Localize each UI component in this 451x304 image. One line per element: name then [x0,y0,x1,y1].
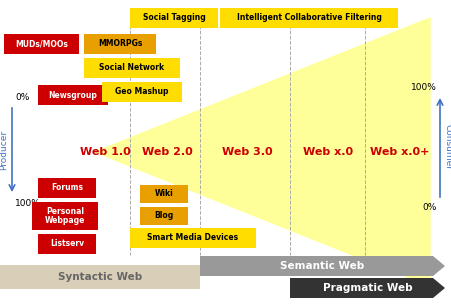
Text: Semantic Web: Semantic Web [280,261,364,271]
Bar [140,185,188,203]
Text: Web x.0+: Web x.0+ [369,147,429,157]
Polygon shape [199,256,444,276]
Polygon shape [290,278,444,298]
Bar [84,34,156,54]
Text: MMORPGs: MMORPGs [97,40,142,49]
Text: Wiki: Wiki [154,189,173,199]
Bar [130,228,255,248]
Text: Web x.0: Web x.0 [302,147,352,157]
Text: Web 3.0: Web 3.0 [221,147,272,157]
Bar [0,265,199,289]
Text: Geo Mashup: Geo Mashup [115,88,168,96]
Bar [38,178,96,198]
Text: Listserv: Listserv [50,240,84,248]
Text: Intelligent Collaborative Filtering: Intelligent Collaborative Filtering [236,13,381,22]
Text: Web 2.0: Web 2.0 [141,147,192,157]
Bar [4,34,79,54]
Bar [38,85,108,105]
Text: Social Tagging: Social Tagging [143,13,205,22]
Text: Web 1.0: Web 1.0 [79,147,130,157]
Text: Producer: Producer [0,130,9,170]
Text: 100%: 100% [15,199,41,208]
Text: Newsgroup: Newsgroup [48,91,97,99]
Text: Social Network: Social Network [99,64,164,72]
Bar [32,202,98,230]
Text: MUDs/MOOs: MUDs/MOOs [15,40,68,49]
Text: Blog: Blog [154,212,173,220]
Text: Forums: Forums [51,184,83,192]
Text: 100%: 100% [410,82,436,92]
Text: Consumer: Consumer [442,125,451,171]
Bar [102,82,182,102]
Text: Smart Media Devices: Smart Media Devices [147,233,238,243]
Text: Pragmatic Web: Pragmatic Web [322,283,411,293]
Polygon shape [95,18,429,286]
Text: Personal
Webpage: Personal Webpage [45,207,85,225]
Bar [84,58,179,78]
Text: Syntactic Web: Syntactic Web [58,272,142,282]
Text: 0%: 0% [422,203,436,212]
Bar [140,207,188,225]
Bar [130,8,217,28]
Bar [38,234,96,254]
Text: 0%: 0% [15,92,29,102]
Bar [220,8,397,28]
